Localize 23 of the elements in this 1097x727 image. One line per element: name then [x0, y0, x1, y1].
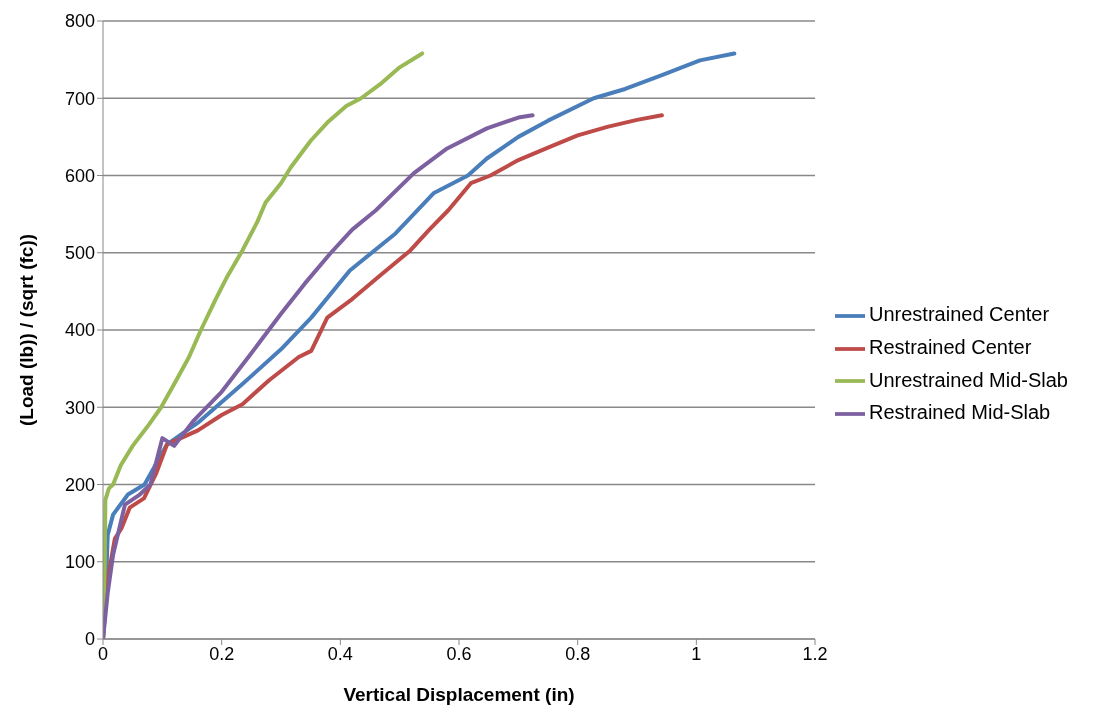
- y-axis-title: (Load (lb)) / (sqrt (fc)): [15, 233, 37, 427]
- x-tick-label: 1.2: [802, 643, 828, 664]
- x-tick-label: 0: [97, 643, 109, 664]
- y-tick-label: 0: [84, 629, 95, 650]
- legend-label: Unrestrained Mid-Slab: [869, 368, 1068, 391]
- legend-label: Restrained Center: [869, 335, 1032, 358]
- line-series: [103, 113, 535, 639]
- y-tick-label: 300: [64, 397, 95, 418]
- y-tick-label: 500: [64, 243, 95, 264]
- x-tick-label: 0.2: [209, 643, 235, 664]
- x-tick-label: 0.4: [327, 643, 353, 664]
- y-tick-label: 100: [64, 552, 95, 573]
- x-tick-label: 0.8: [565, 643, 591, 664]
- y-tick-label: 700: [64, 88, 95, 109]
- legend-label: Restrained Mid-Slab: [869, 401, 1051, 424]
- y-tick-label: 600: [64, 165, 95, 186]
- y-tick-label: 800: [64, 11, 95, 32]
- x-tick-label: 0.6: [446, 643, 472, 664]
- legend-label: Unrestrained Center: [869, 303, 1050, 326]
- y-tick-label: 200: [64, 474, 95, 495]
- x-tick-label: 1: [691, 643, 702, 664]
- x-axis-title: Vertical Displacement (in): [343, 684, 575, 705]
- y-tick-label: 400: [64, 320, 95, 341]
